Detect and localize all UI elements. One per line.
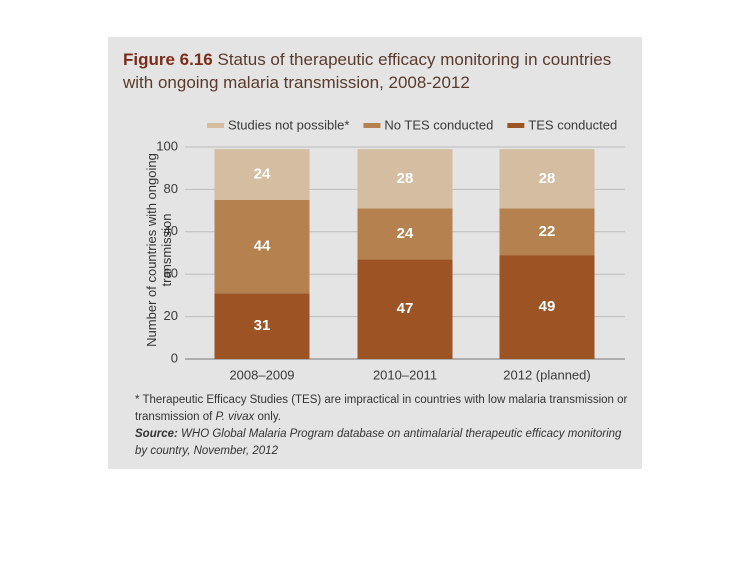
footnote-text: only. [254, 411, 281, 423]
legend-swatch [363, 123, 381, 128]
x-tick-label: 2012 (planned) [503, 367, 590, 382]
figure-label: Figure 6.16 [123, 50, 213, 69]
source-text: WHO Global Malaria Program database on a… [135, 428, 622, 457]
data-label: 28 [397, 170, 414, 187]
y-tick-label: 100 [156, 138, 178, 153]
chart-title: Figure 6.16 Status of therapeutic effica… [123, 48, 638, 94]
bar-segment [214, 293, 310, 359]
x-tick-label: 2008–2009 [229, 367, 294, 382]
bar-segment [357, 149, 453, 209]
bar-segment [214, 149, 310, 200]
bar-segment [499, 255, 595, 359]
legend-label: TES conducted [528, 117, 617, 132]
data-label: 44 [254, 238, 271, 255]
data-label: 22 [539, 223, 556, 240]
legend-swatch [507, 123, 525, 128]
y-tick-label: 20 [164, 308, 178, 323]
data-label: 31 [254, 317, 271, 334]
y-tick-label: 80 [164, 181, 178, 196]
footnote-text: * Therapeutic Efficacy Studies (TES) are… [135, 394, 628, 423]
x-tick-label: 2010–2011 [373, 367, 437, 382]
legend-swatch [207, 123, 224, 128]
notes: * Therapeutic Efficacy Studies (TES) are… [135, 392, 630, 460]
bar-segment [499, 149, 595, 209]
data-label: 49 [539, 298, 556, 315]
bar-segment [357, 259, 453, 359]
legend-label: No TES conducted [384, 117, 493, 132]
data-label: 28 [539, 170, 556, 187]
data-label: 47 [397, 300, 414, 317]
source-label: Source: [135, 428, 178, 440]
bar-segment [357, 208, 453, 260]
footnote: * Therapeutic Efficacy Studies (TES) are… [135, 392, 630, 426]
y-tick-label: 60 [164, 266, 178, 281]
bar-segment [499, 208, 595, 256]
data-label: 24 [397, 225, 414, 242]
y-axis-label: Number of countries with ongoing transmi… [144, 153, 174, 347]
y-tick-label: 40 [164, 223, 178, 238]
source: Source: WHO Global Malaria Program datab… [135, 426, 630, 460]
bar-segment [214, 200, 310, 294]
data-label: 24 [254, 166, 271, 183]
footnote-italic: P. vivax [215, 411, 255, 423]
title-text: Status of therapeutic efficacy monitorin… [123, 50, 612, 92]
legend-label: Studies not possible* [228, 117, 349, 132]
y-tick-label: 0 [171, 350, 178, 365]
